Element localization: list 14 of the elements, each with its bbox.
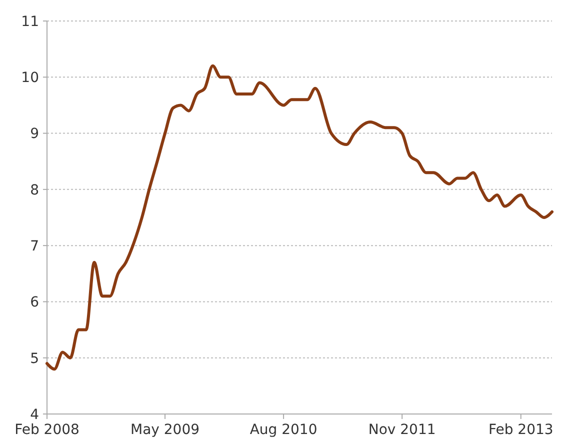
y-tick-label: 7 xyxy=(30,238,39,254)
y-tick-label: 11 xyxy=(21,14,39,30)
x-tick-label: Nov 2011 xyxy=(368,422,436,438)
y-tick-label: 10 xyxy=(21,70,39,86)
x-tick-label: May 2009 xyxy=(130,422,200,438)
y-tick-label: 5 xyxy=(30,350,39,367)
y-tick-label: 6 xyxy=(30,294,40,311)
y-tick-label: 4 xyxy=(30,406,40,423)
x-tick-label: Aug 2010 xyxy=(250,422,318,438)
y-tick-label: 8 xyxy=(30,182,39,198)
x-tick-label: Feb 2013 xyxy=(488,422,554,438)
x-tick-label: Feb 2008 xyxy=(14,422,80,438)
line-series xyxy=(46,64,554,371)
y-tick-label: 9 xyxy=(30,126,39,142)
